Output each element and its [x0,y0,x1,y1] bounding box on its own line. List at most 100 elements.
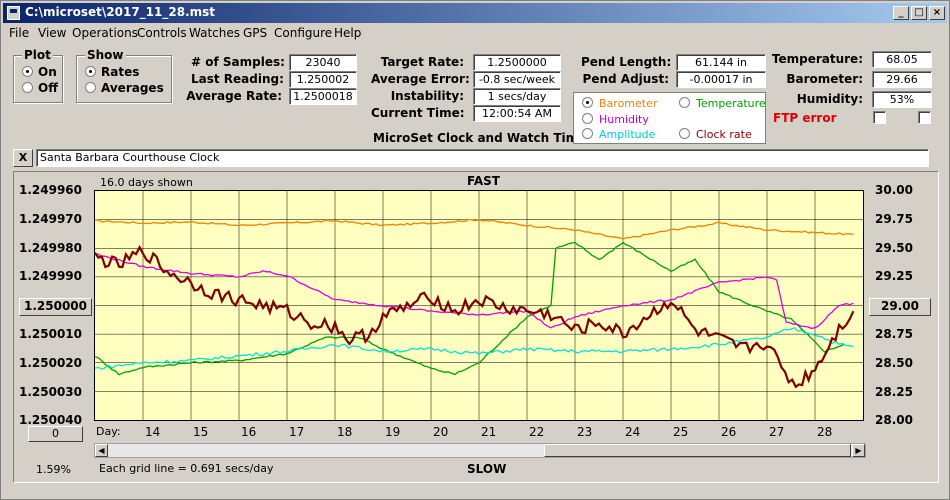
menu-bar: File View Operations Controls Watches GP… [3,23,947,43]
show-group-title: Show [85,48,126,62]
pend-length-value: 61.144 in [676,54,766,71]
day-tick: 17 [289,425,305,439]
menu-file[interactable]: File [9,26,30,40]
day-tick: 19 [385,425,401,439]
series-clockrate-radio[interactable]: Clock rate [679,128,752,141]
show-averages-radio[interactable]: Averages [85,81,164,95]
series-humidity-radio[interactable]: Humidity [582,113,649,126]
pend-length-label: Pend Length: [581,55,672,69]
right-axis-center-button[interactable]: 29.00 [869,298,931,316]
series-amplitude-radio[interactable]: Amplitude [582,128,655,141]
radio-selected-icon [85,66,96,77]
left-axis-tick: 1.250040 [19,413,83,428]
left-axis-center-button[interactable]: 1.250000 [19,298,92,316]
series-line-0 [94,218,854,240]
clock-name-field[interactable]: Santa Barbara Courthouse Clock [36,149,929,167]
left-axis-tick: 1.250020 [19,355,83,370]
last-reading-value: 1.250002 [289,71,357,88]
humidity-label: Humidity: [796,92,863,106]
average-rate-label: Average Rate: [186,89,282,103]
average-error-value: -0.8 sec/week [473,71,561,88]
ftp-checkbox-2[interactable] [918,111,931,124]
radio-icon [85,82,96,93]
day-label: Day: [96,425,121,438]
chart-panel [13,171,939,483]
average-error-label: Average Error: [371,72,470,86]
offset-button[interactable]: 0 [28,426,83,442]
plot-group: Plot [13,48,63,103]
window-title: C:\microset\2017_11_28.mst [25,5,216,19]
samples-label: # of Samples: [191,55,285,69]
radio-icon [679,97,690,108]
left-axis-tick: 1.249970 [19,211,83,226]
menu-configure[interactable]: Configure [274,26,333,40]
right-axis-tick: 28.00 [875,413,913,428]
series-temperature-radio[interactable]: Temperature [679,97,766,110]
ftp-checkbox-1[interactable] [873,111,886,124]
radio-icon [582,113,593,124]
ftp-error-label: FTP error [773,111,837,125]
pend-adjust-label: Pend Adjust: [582,72,669,86]
plot-on-radio[interactable]: On [22,65,57,79]
series-line-4 [94,244,855,389]
current-time-value: 12:00:54 AM [473,105,561,122]
radio-selected-icon [22,66,33,77]
fast-label: FAST [467,174,500,188]
right-axis-tick: 30.00 [875,183,913,197]
menu-gps[interactable]: GPS [243,26,268,40]
app-icon [7,6,20,20]
barometer-value: 29.66 [872,71,932,88]
day-tick: 25 [673,425,689,439]
title-bar: C:\microset\2017_11_28.mst _ □ × [3,3,947,23]
rate-chart [94,190,864,421]
radio-icon [679,128,690,139]
right-axis-tick: 28.75 [875,327,913,341]
left-axis-tick: 1.249990 [19,269,83,284]
close-window-button[interactable]: × [929,6,945,20]
day-tick: 18 [337,425,353,439]
day-tick: 20 [433,425,449,439]
scrollbar-thumb[interactable] [544,444,851,457]
day-tick: 16 [241,425,257,439]
percent-label: 1.59% [36,463,71,476]
app-caption: MicroSet Clock and Watch Timer [373,131,593,145]
menu-controls[interactable]: Controls [137,26,187,40]
right-axis-tick: 29.50 [875,240,913,255]
series-line-1 [94,241,845,376]
scroll-left-arrow-icon[interactable]: ◀ [95,444,108,457]
current-time-label: Current Time: [371,106,465,120]
series-selector [573,92,766,144]
clear-clock-button[interactable]: X [13,149,33,167]
show-rates-radio[interactable]: Rates [85,65,139,79]
scroll-right-arrow-icon[interactable]: ▶ [852,444,865,457]
right-axis-tick: 29.25 [875,269,913,284]
left-axis-tick: 1.250030 [19,384,83,399]
samples-value: 23040 [289,54,357,71]
menu-operations[interactable]: Operations [72,26,138,40]
series-barometer-radio[interactable]: Barometer [582,97,657,110]
show-group: Show [76,48,172,103]
grid-note-label: Each grid line = 0.691 secs/day [99,462,274,475]
left-axis-tick: 1.250010 [19,327,83,341]
plot-off-radio[interactable]: Off [22,81,58,95]
day-tick: 28 [817,425,833,439]
pend-adjust-value: -0.00017 in [676,71,766,88]
humidity-value: 53% [872,91,932,108]
day-tick: 22 [529,425,545,439]
radio-icon [22,82,33,93]
maximize-button[interactable]: □ [911,6,927,20]
left-axis-tick: 1.249980 [19,240,83,255]
menu-watches[interactable]: Watches [189,26,240,40]
instability-value: 1 secs/day [473,88,561,105]
temperature-label: Temperature: [771,52,863,66]
day-tick: 23 [577,425,593,439]
menu-view[interactable]: View [38,26,67,40]
right-axis-tick: 29.75 [875,211,913,226]
slow-label: SLOW [467,462,507,476]
minimize-button[interactable]: _ [893,6,909,20]
day-tick: 21 [481,425,497,439]
day-tick: 15 [193,425,209,439]
day-tick: 26 [721,425,737,439]
days-shown-label: 16.0 days shown [100,176,193,189]
menu-help[interactable]: Help [334,26,362,40]
